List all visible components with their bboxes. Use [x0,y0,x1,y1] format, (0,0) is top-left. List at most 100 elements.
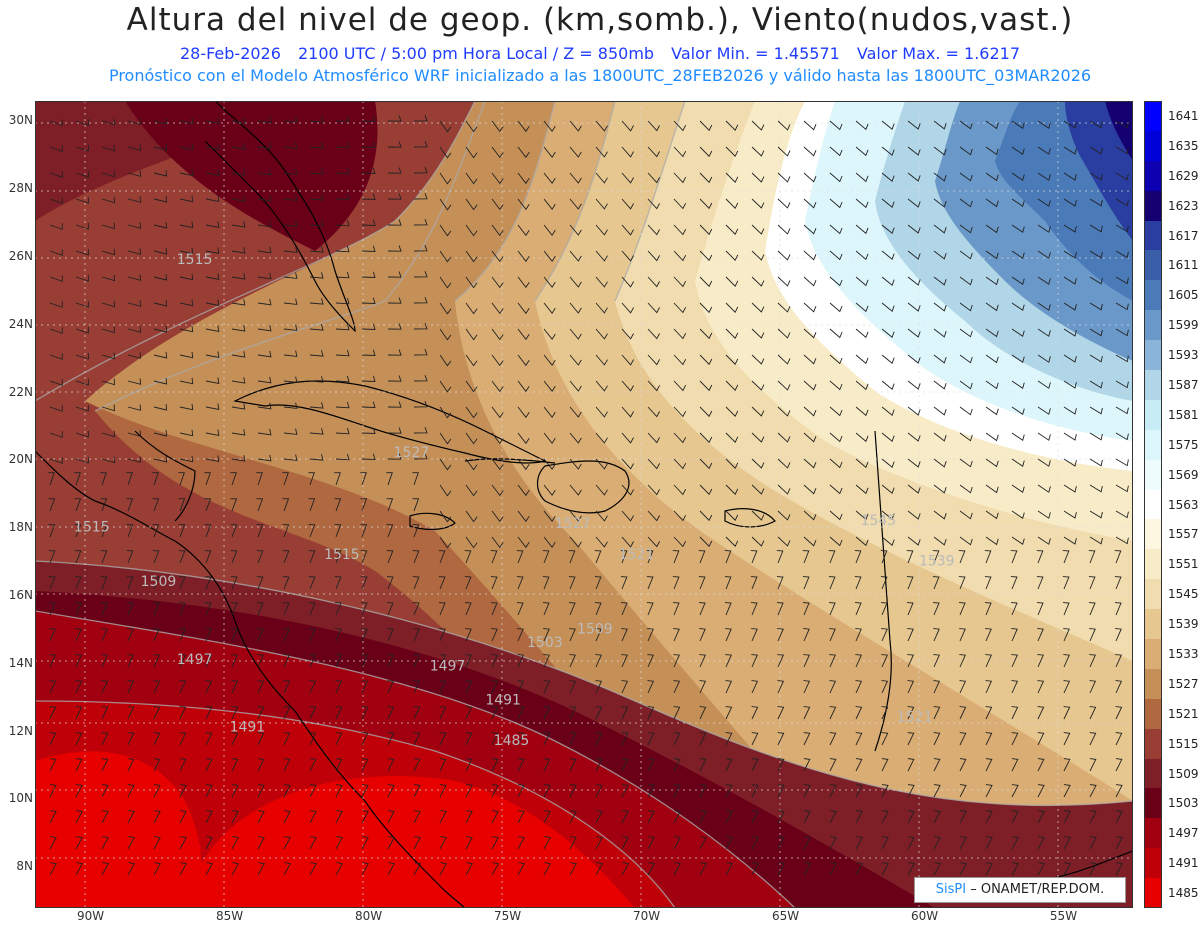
wind-barb [621,510,634,522]
wind-barb [335,349,350,357]
wind-barb [491,198,504,211]
wind-barb [1063,146,1077,155]
wind-barb [907,680,915,694]
wind-barb [126,524,134,538]
wind-barb [153,326,168,333]
wind-barb [439,784,447,798]
wind-barb [751,224,765,235]
wind-barb [647,380,660,392]
wind-barb [725,224,739,235]
wind-barb [101,706,109,720]
wind-barb [724,550,732,564]
wind-barb [881,758,889,772]
wind-barb [153,196,168,203]
wind-barb [127,196,142,203]
wind-barb [673,784,681,798]
wind-barb [1063,406,1077,415]
wind-barb [543,510,556,522]
contour-label: 1497 [177,652,213,668]
wind-barb [1037,146,1051,155]
wind-barb [568,602,576,616]
wind-barb [647,276,660,288]
wind-barb [1037,224,1051,233]
wind-barb [179,628,186,642]
wind-barb [673,654,680,668]
wind-barb [413,427,428,434]
wind-barb [1063,654,1070,668]
wind-barb [595,172,608,184]
wind-barb [933,146,947,156]
wind-barb [465,146,478,159]
wind-barb [412,602,420,616]
wind-barb [725,628,732,642]
lon-label: 75W [493,909,522,923]
wind-barb [569,536,582,548]
wind-barb [543,680,551,694]
wind-barb [751,484,765,495]
wind-barb [74,524,82,538]
lat-label: 30N [8,113,33,128]
wind-barb [517,354,530,367]
wind-barb [985,628,992,642]
wind-barb [725,758,733,772]
wind-barb [283,706,291,720]
wind-barb [205,351,220,358]
wind-barb [855,784,863,798]
wind-barb [517,758,525,772]
wind-barb [335,375,350,383]
legend-swatch [1144,698,1162,730]
wind-barb [829,862,837,876]
wind-barb [308,498,316,512]
wind-barb [491,732,499,746]
legend-level-label: 1569 [1168,467,1199,482]
wind-barb [595,680,603,694]
wind-barb [933,536,947,546]
wind-barb [985,458,999,468]
wind-barb [725,536,739,547]
legend-level-label: 1485 [1168,886,1199,901]
wind-barb [646,550,654,564]
wind-barb [751,836,759,850]
wind-barb [256,550,264,564]
wind-barb [751,406,765,417]
wind-barb [360,602,368,616]
wind-barb [595,836,603,850]
wind-barb [517,302,530,315]
wind-barb [179,195,194,203]
wind-barb [595,536,608,548]
wind-barb [75,170,89,178]
wind-barb [1115,758,1123,772]
lat-label: 20N [8,452,33,467]
wind-barb [49,405,63,412]
wind-barb [231,143,246,150]
wind-barb [49,784,57,798]
wind-barb [127,248,142,255]
wind-barb [1063,458,1077,467]
wind-barb [1063,810,1071,824]
wind-barb [465,810,473,824]
wind-barb [1089,354,1103,363]
wind-barb [465,680,473,694]
wind-barb [1115,862,1123,876]
wind-barb [101,836,109,850]
wind-barb [543,784,551,798]
wind-barb [751,120,765,131]
wind-barb [257,654,264,668]
wind-barb [74,472,81,486]
wind-barb [309,246,324,253]
wind-barb [829,250,843,261]
wind-barb [1011,732,1019,746]
wind-barb [387,245,402,252]
wind-barb [699,172,713,184]
wind-barb [100,602,108,616]
wind-barb [491,836,499,850]
wind-barb [933,328,947,338]
wind-barb [673,680,681,694]
wind-barb [127,300,142,307]
wind-barb [205,169,220,176]
wind-barb [907,536,921,546]
wind-barb [439,706,447,720]
wind-barb [803,836,811,850]
wind-barb [933,458,947,468]
wind-barb [1011,536,1025,546]
